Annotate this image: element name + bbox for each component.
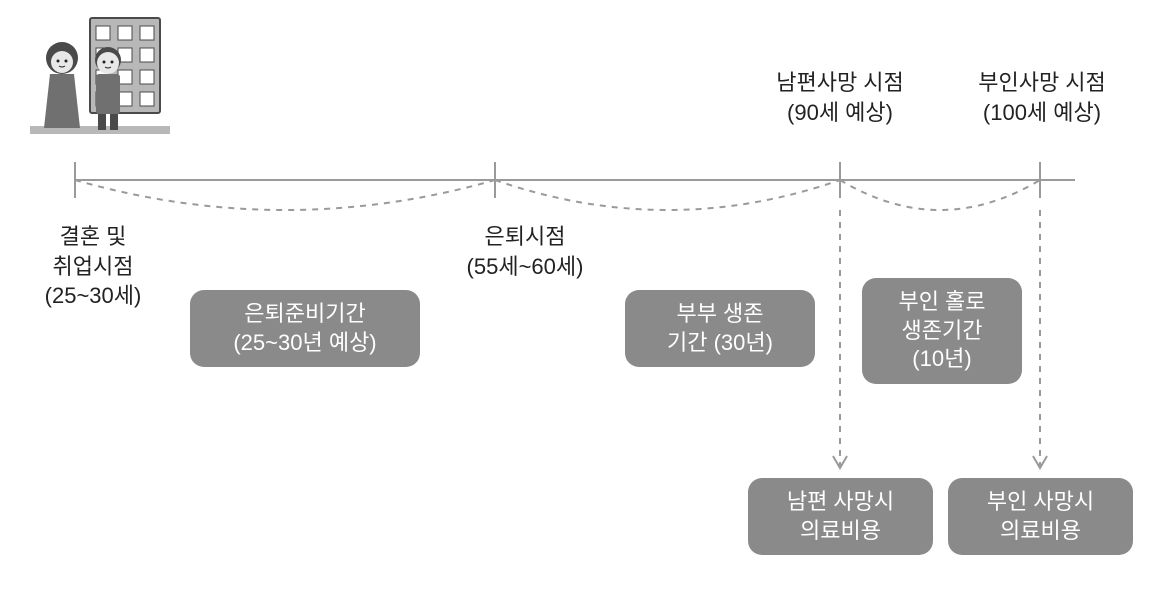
timeline-diagram: 결혼 및 취업시점 (25~30세) 은퇴시점 (55세~60세) 남편사망 시…: [0, 0, 1151, 597]
label-marriage: 결혼 및 취업시점 (25~30세): [18, 222, 168, 311]
pill-prep-period: 은퇴준비기간 (25~30년 예상): [190, 290, 420, 367]
label-wife-death: 부인사망 시점 (100세 예상): [942, 68, 1142, 127]
pill-couple-period: 부부 생존 기간 (30년): [625, 290, 815, 367]
pill-wife-med-cost: 부인 사망시 의료비용: [948, 478, 1133, 555]
label-retirement: 은퇴시점 (55세~60세): [425, 222, 625, 281]
pill-wife-alone-period: 부인 홀로 생존기간 (10년): [862, 278, 1022, 384]
pill-husband-med-cost: 남편 사망시 의료비용: [748, 478, 933, 555]
label-husband-death: 남편사망 시점 (90세 예상): [740, 68, 940, 127]
